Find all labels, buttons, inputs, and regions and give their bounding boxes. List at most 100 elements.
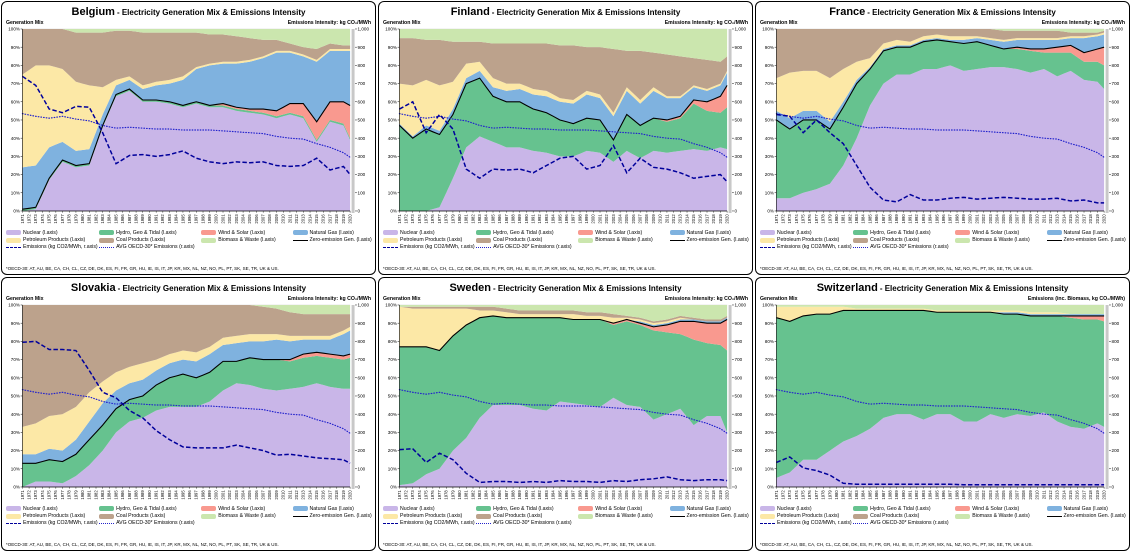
x-tick-label: 2010: [658, 490, 663, 500]
avg-oecd-line: [398, 389, 728, 434]
left-axis-tick-label: 30%: [765, 430, 774, 435]
x-tick-label: 1980: [457, 490, 462, 500]
right-axis-tick-label: 300: [1112, 430, 1120, 435]
x-tick-label: 2009: [1028, 214, 1033, 224]
x-tick-label: 2003: [611, 490, 616, 500]
chart-plot: 0% 0 10% 100 20% 200 30% 300 40% 400 50% 500 60% 600 7…: [762, 303, 1123, 500]
legend-label-hydro_geo_tidal: Hydro, Geo & Tidal (l.axis): [493, 229, 554, 236]
x-tick-label: 1983: [100, 490, 105, 500]
right-axis-tick-label: 100: [1112, 190, 1120, 195]
x-tick-label: 2010: [281, 214, 286, 224]
x-tick-label: 1979: [73, 490, 78, 500]
x-tick-label: 2016: [1075, 490, 1080, 500]
x-tick-label: 1976: [807, 490, 812, 500]
x-tick-label: 2018: [334, 214, 339, 224]
x-tick-label: 2002: [604, 490, 609, 500]
area-biomass_waste: [776, 28, 1105, 33]
x-tick-label: 2003: [234, 490, 239, 500]
avg-oecd-line: [21, 389, 351, 434]
legend-item-natural_gas: Natural Gas (l.axis): [669, 230, 748, 236]
chart-title: Sweden - Electricity Generation Mix & Emi…: [383, 280, 748, 295]
x-tick-label: 2011: [1041, 490, 1046, 500]
x-tick-label: 1986: [874, 490, 879, 500]
x-tick-label: 1985: [867, 490, 872, 500]
legend-item-zero_emission: Zero-emission Gen. (l.axis): [1046, 513, 1126, 519]
legend-label-petroleum: Petroleum Products (l.axis): [23, 513, 86, 520]
x-tick-label: 2001: [974, 214, 979, 224]
chart-legend: Nuclear (l.axis) Hydro, Geo & Tidal (l.ax…: [383, 229, 749, 251]
left-axis-tick-label: 80%: [11, 63, 20, 68]
x-tick-label: 1984: [484, 214, 489, 224]
legend-item-hydro_geo_tidal: Hydro, Geo & Tidal (l.axis): [476, 506, 578, 512]
x-tick-label: 1985: [867, 214, 872, 224]
x-tick-label: 1983: [477, 490, 482, 500]
chart-title-suffix: - Electricity Generation Mix & Emissions…: [879, 284, 1069, 293]
legend-swatch-natural_gas: [1046, 230, 1062, 236]
x-tick-label: 1974: [794, 214, 799, 224]
x-tick-label: 1990: [524, 214, 529, 224]
legend-swatch-emissions: [383, 246, 398, 248]
left-axis-tick-label: 100%: [762, 27, 774, 32]
left-axis-tick-label: 100%: [385, 27, 397, 32]
x-tick-label: 1972: [403, 490, 408, 500]
area-petroleum: [22, 326, 351, 455]
chart-plot: 0% 0 10% 100 20% 200 30% 300 40% 400 50% 500 60% 600 7…: [385, 27, 746, 224]
legend-item-hydro_geo_tidal: Hydro, Geo & Tidal (l.axis): [853, 506, 955, 512]
legend-label-wind_solar: Wind & Solar (l.axis): [595, 229, 643, 236]
right-axis-tick-label: 600: [1112, 99, 1120, 104]
right-axis-tick-label: 100: [735, 190, 743, 195]
x-tick-label: 1974: [40, 490, 45, 500]
legend-swatch-biomass_waste: [578, 237, 594, 243]
x-tick-label: 2005: [247, 490, 252, 500]
right-axis-tick-label: 200: [358, 172, 366, 177]
x-tick-label: 1992: [537, 490, 542, 500]
left-axis-tick-label: 90%: [765, 45, 774, 50]
right-axis-tick-label: 600: [735, 99, 743, 104]
x-tick-label: 1988: [510, 490, 515, 500]
x-tick-label: 2004: [240, 490, 245, 500]
x-tick-label: 1982: [470, 490, 475, 500]
x-tick-label: 1999: [961, 214, 966, 224]
chart-plot: 0% 0 10% 100 20% 200 30% 300 40% 400 50% 500 60% 600 7…: [385, 303, 746, 500]
x-tick-label: 1985: [113, 214, 118, 224]
chart-title-suffix: - Electricity Generation Mix & Emissions…: [867, 8, 1056, 17]
x-tick-label: 1992: [914, 214, 919, 224]
legend-label-avg_oecd: AVG OECD-30* Emissions (r.axis): [493, 520, 572, 527]
x-tick-label: 1981: [87, 490, 92, 500]
right-axis-tick-label: 700: [735, 81, 743, 86]
right-axis-tick-label: 900: [735, 321, 743, 326]
x-tick-label: 1989: [140, 490, 145, 500]
avg-oecd-line: [775, 113, 1105, 158]
x-tick-label: 1991: [531, 214, 536, 224]
x-tick-label: 1984: [861, 214, 866, 224]
x-tick-label: 2011: [664, 214, 669, 224]
x-tick-label: 1989: [517, 490, 522, 500]
left-axis-tick-label: 100%: [8, 27, 20, 32]
x-tick-label: 2000: [591, 214, 596, 224]
legend-label-zero_emission: Zero-emission Gen. (l.axis): [309, 513, 372, 520]
legend-swatch-emissions: [383, 522, 398, 524]
x-tick-label: 2007: [1015, 214, 1020, 224]
x-tick-label: 1983: [100, 214, 105, 224]
legend-item-petroleum: Petroleum Products (l.axis): [383, 513, 476, 519]
legend-item-avg_oecd: AVG OECD-30* Emissions (r.axis): [99, 520, 201, 526]
area-coal: [776, 28, 1105, 79]
legend-label-coal: Coal Products (l.axis): [870, 237, 920, 244]
left-axis-tick-label: 70%: [11, 81, 20, 86]
x-tick-label: 1974: [417, 490, 422, 500]
right-axis-tick-label: 0: [735, 485, 738, 490]
x-tick-label: 2002: [227, 214, 232, 224]
right-axis-tick-label: 700: [1112, 81, 1120, 86]
legend-label-avg_oecd: AVG OECD-30* Emissions (r.axis): [870, 244, 949, 251]
x-tick-label: 2016: [1075, 214, 1080, 224]
x-tick-label: 2003: [611, 214, 616, 224]
left-axis-tick-label: 90%: [388, 45, 397, 50]
x-tick-label: 1999: [584, 490, 589, 500]
x-tick-label: 1986: [497, 490, 502, 500]
x-tick-label: 2015: [314, 214, 319, 224]
legend-swatch-hydro_geo_tidal: [99, 230, 115, 236]
x-tick-label: 1995: [180, 490, 185, 500]
legend-swatch-zero_emission: [292, 515, 308, 517]
left-axis-tick-label: 90%: [765, 321, 774, 326]
legend-swatch-biomass_waste: [955, 513, 971, 519]
